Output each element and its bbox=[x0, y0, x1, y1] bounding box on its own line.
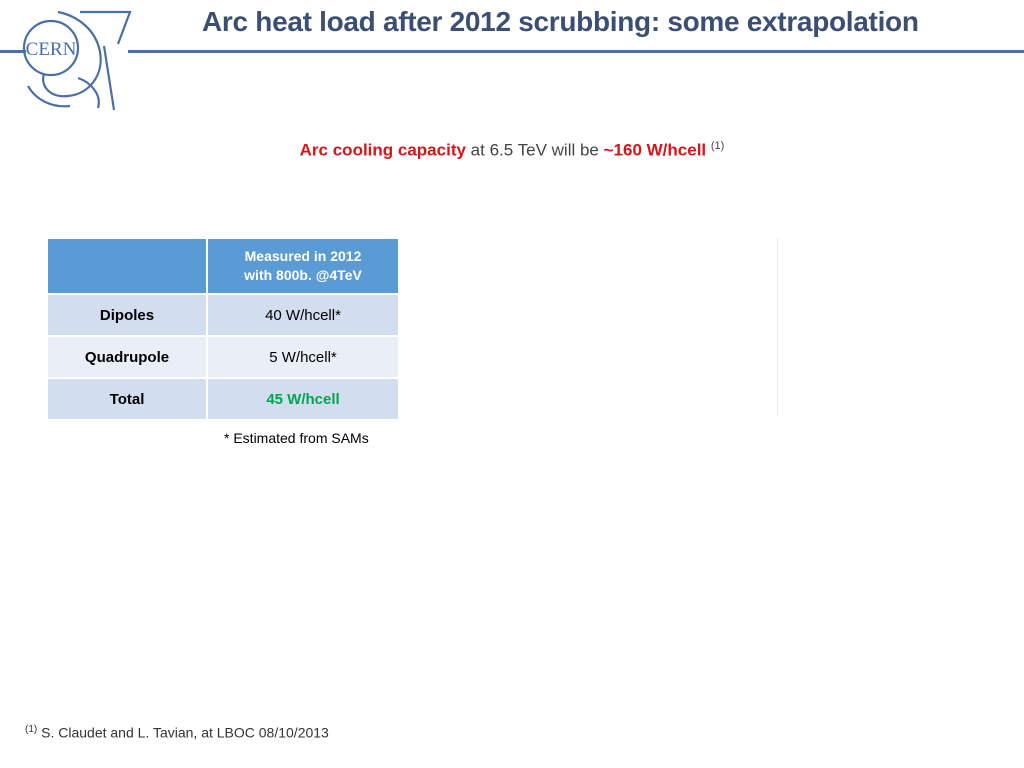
row-value: 40 W/hcell* bbox=[206, 293, 400, 337]
slide-title: Arc heat load after 2012 scrubbing: some… bbox=[202, 6, 919, 37]
capacity-middle: at 6.5 TeV will be bbox=[470, 140, 599, 160]
row-value-total: 45 W/hcell bbox=[206, 377, 400, 421]
footnote-mark: (1) bbox=[25, 724, 38, 735]
table-row: Dipoles 40 W/hcell* bbox=[46, 293, 400, 337]
table-header-measured: Measured in 2012 with 800b. @4TeV bbox=[206, 237, 400, 295]
capacity-statement: Arc cooling capacity at 6.5 TeV will be … bbox=[0, 140, 1024, 161]
table-header-empty bbox=[46, 237, 208, 295]
table-row: Total 45 W/hcell bbox=[46, 377, 400, 421]
table-row: Quadrupole 5 W/hcell* bbox=[46, 335, 400, 379]
cern-logo-icon: CERN bbox=[22, 10, 132, 111]
row-label: Total bbox=[46, 377, 208, 421]
capacity-label: Arc cooling capacity bbox=[299, 140, 466, 160]
table-note: * Estimated from SAMs bbox=[224, 430, 369, 446]
header-rule-left bbox=[0, 50, 26, 53]
logo-text: CERN bbox=[26, 39, 77, 60]
footnote-text: S. Claudet and L. Tavian, at LBOC 08/10/… bbox=[41, 724, 329, 741]
capacity-ref-mark: (1) bbox=[710, 140, 725, 152]
heat-load-table: Measured in 2012 with 800b. @4TeV Dipole… bbox=[46, 237, 400, 421]
row-label: Quadrupole bbox=[46, 335, 208, 379]
header-line-1: Measured in 2012 bbox=[244, 248, 362, 264]
header-line-2: with 800b. @4TeV bbox=[244, 267, 362, 283]
capacity-value: ~160 W/hcell bbox=[603, 140, 707, 160]
table-header-row: Measured in 2012 with 800b. @4TeV bbox=[46, 237, 400, 295]
footnote: (1) S. Claudet and L. Tavian, at LBOC 08… bbox=[25, 724, 329, 741]
table-divider bbox=[777, 238, 778, 416]
header-rule bbox=[128, 50, 1024, 53]
row-value: 5 W/hcell* bbox=[206, 335, 400, 379]
row-label: Dipoles bbox=[46, 293, 208, 337]
